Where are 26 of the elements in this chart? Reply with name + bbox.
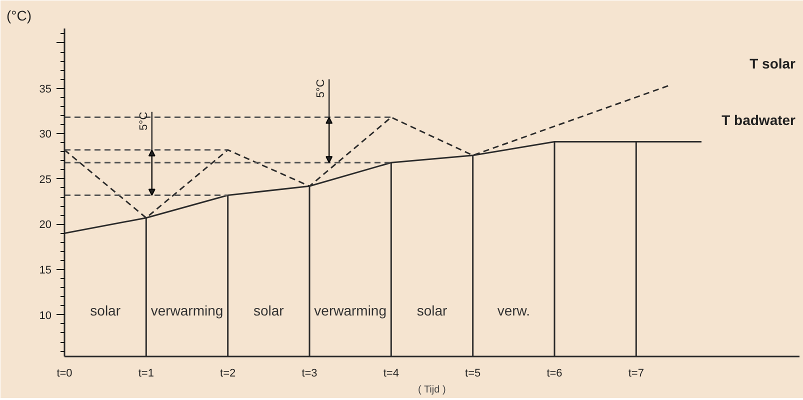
y-tick-label: 15 — [39, 264, 52, 277]
annotation: solar — [90, 302, 121, 319]
y-tick-label: 10 — [39, 310, 52, 322]
x-tick-label: t=3 — [302, 368, 318, 380]
x-tick-label: t=5 — [465, 368, 481, 380]
annotation: solar — [416, 302, 448, 319]
x-tick-label: t=0 — [56, 368, 72, 380]
x-axis-title: ( Tijd ) — [418, 384, 446, 396]
x-tick-label: t=1 — [138, 368, 154, 380]
x-tick-label: t=2 — [220, 368, 236, 380]
y-tick-label: 30 — [39, 128, 52, 141]
series-label: T badwater — [722, 112, 796, 128]
y-tick-label: 25 — [39, 174, 52, 186]
y-tick-label: 20 — [39, 219, 52, 232]
annotation: 5°C — [315, 79, 328, 98]
annotation: verwarming — [150, 302, 224, 319]
text: T solar — [750, 56, 796, 72]
x-tick-label: t=4 — [383, 368, 399, 380]
y-axis-title: (°C) — [6, 8, 32, 24]
x-tick-label: t=7 — [628, 368, 644, 380]
annotation: 5°C — [138, 112, 150, 130]
annotation: verwarming — [314, 302, 387, 319]
annotation: solar — [253, 302, 284, 319]
y-tick-label: 35 — [39, 83, 52, 96]
x-tick-label: t=6 — [546, 368, 562, 380]
annotation: verw. — [497, 302, 530, 319]
